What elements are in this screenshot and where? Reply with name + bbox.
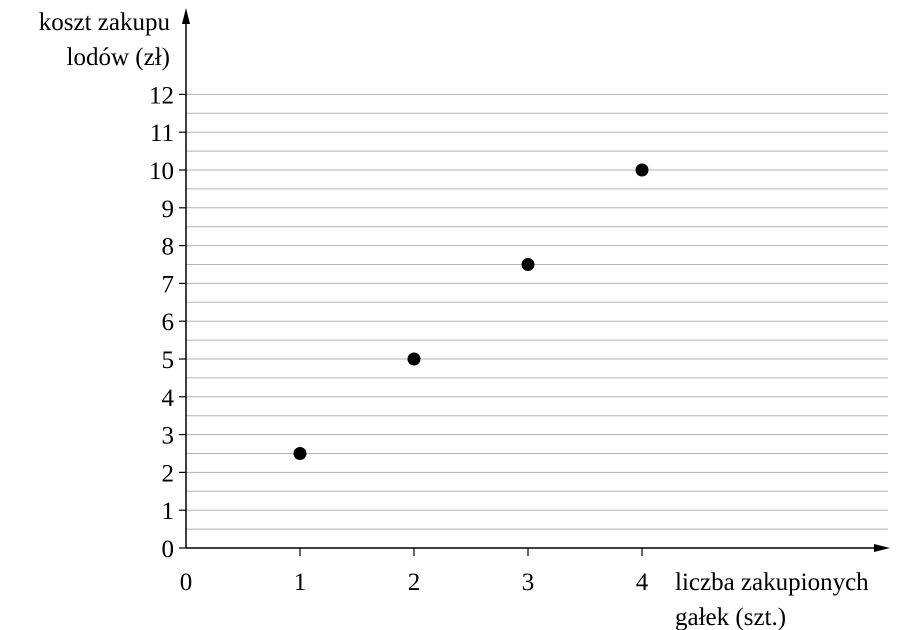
y-axis-label-line-2: lodów (zł): [67, 44, 170, 71]
y-tick-label: 5: [162, 347, 175, 374]
x-tick-label: 2: [408, 569, 421, 596]
x-axis-label-line-2: gałek (szt.): [675, 604, 786, 630]
y-axis-arrow: [182, 8, 190, 24]
data-point: [293, 447, 307, 460]
data-point: [407, 352, 421, 366]
data-points: [293, 163, 649, 460]
y-tick-label: 8: [162, 234, 175, 261]
y-tick-label: 6: [162, 309, 175, 336]
x-axis-arrow: [874, 544, 890, 552]
x-tick-label: 0: [180, 569, 193, 596]
data-point: [635, 163, 649, 177]
y-tick-label: 2: [162, 460, 175, 487]
y-tick-label: 11: [150, 120, 174, 147]
y-tick-label: 12: [149, 82, 174, 109]
y-tick-label: 9: [162, 196, 175, 223]
x-tick-labels: 0 1 2 3 4: [180, 548, 649, 596]
y-tick-label: 4: [162, 385, 175, 412]
y-tick-label: 0: [162, 536, 175, 563]
x-tick-label: 4: [636, 569, 649, 596]
y-axis-label-line-1: koszt zakupu: [39, 9, 171, 36]
x-tick-label: 1: [294, 569, 307, 596]
x-tick-label: 3: [522, 569, 535, 596]
x-axis-label-line-1: liczba zakupionych: [675, 569, 869, 596]
axes: [182, 8, 890, 552]
y-tick-label: 3: [162, 423, 175, 450]
y-tick-label: 7: [162, 271, 175, 298]
y-tick-label: 10: [149, 158, 174, 185]
data-point: [521, 258, 535, 271]
y-tick-label: 1: [162, 498, 175, 525]
grid-lines: [186, 93, 888, 530]
